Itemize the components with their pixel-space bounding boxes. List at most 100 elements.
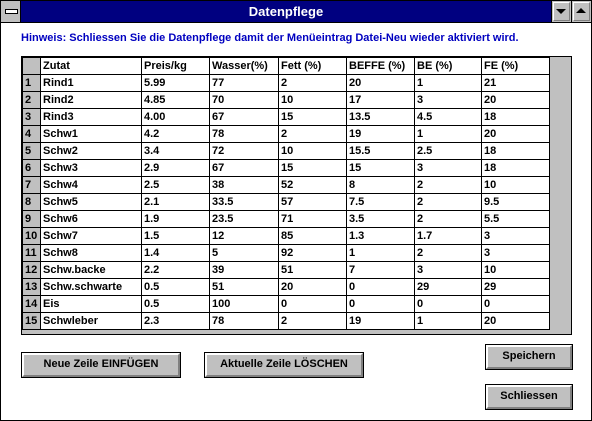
table-cell[interactable]: 72 [209, 142, 279, 160]
table-cell[interactable]: 1 [346, 244, 415, 262]
table-cell[interactable]: 20 [346, 74, 415, 92]
table-cell[interactable]: 23.5 [209, 210, 279, 228]
table-cell[interactable]: Rind2 [40, 91, 142, 109]
row-number[interactable]: 14 [22, 295, 41, 313]
table-cell[interactable]: 2.3 [141, 312, 210, 330]
table-cell[interactable]: 100 [209, 295, 279, 313]
row-number[interactable]: 4 [22, 125, 41, 143]
table-cell[interactable]: 3.4 [141, 142, 210, 160]
row-number[interactable]: 2 [22, 91, 41, 109]
table-cell[interactable]: Schw8 [40, 244, 142, 262]
table-cell[interactable]: 5.5 [481, 210, 550, 228]
table-cell[interactable]: 51 [278, 261, 347, 279]
table-cell[interactable]: Schw2 [40, 142, 142, 160]
table-cell[interactable]: Schw.schwarte [40, 278, 142, 296]
table-cell[interactable]: 85 [278, 227, 347, 245]
table-cell[interactable]: Eis [40, 295, 142, 313]
table-cell[interactable]: 0.5 [141, 295, 210, 313]
table-cell[interactable]: 18 [481, 159, 550, 177]
table-cell[interactable]: Schw1 [40, 125, 142, 143]
table-cell[interactable]: 92 [278, 244, 347, 262]
table-cell[interactable]: 21 [481, 74, 550, 92]
table-cell[interactable]: 70 [209, 91, 279, 109]
minimize-button[interactable] [551, 1, 571, 22]
table-cell[interactable]: 1.7 [414, 227, 482, 245]
table-cell[interactable]: 33.5 [209, 193, 279, 211]
table-row[interactable]: 10 Schw7 1.5 12 85 1.3 1.7 3 [22, 227, 550, 245]
table-cell[interactable]: 9.5 [481, 193, 550, 211]
system-menu-button[interactable] [1, 1, 21, 22]
table-cell[interactable]: 2 [414, 176, 482, 194]
table-cell[interactable]: 20 [481, 312, 550, 330]
table-cell[interactable]: 5 [209, 244, 279, 262]
table-cell[interactable]: 15 [278, 159, 347, 177]
table-cell[interactable]: 52 [278, 176, 347, 194]
table-cell[interactable]: 1 [414, 74, 482, 92]
delete-row-button[interactable]: Aktuelle Zeile LÖSCHEN [204, 352, 364, 378]
save-button[interactable]: Speichern [485, 344, 573, 370]
table-cell[interactable]: 1.9 [141, 210, 210, 228]
table-cell[interactable]: 38 [209, 176, 279, 194]
table-cell[interactable]: Rind1 [40, 74, 142, 92]
table-cell[interactable]: 29 [481, 278, 550, 296]
table-cell[interactable]: 4.00 [141, 108, 210, 126]
table-cell[interactable]: Schw.backe [40, 261, 142, 279]
table-cell[interactable]: 10 [481, 176, 550, 194]
table-cell[interactable]: 71 [278, 210, 347, 228]
table-cell[interactable]: 2 [414, 244, 482, 262]
table-cell[interactable]: 10 [481, 261, 550, 279]
column-header[interactable]: Wasser(%) [209, 57, 279, 75]
table-cell[interactable]: 12 [209, 227, 279, 245]
table-cell[interactable]: 20 [481, 125, 550, 143]
table-cell[interactable]: Schw6 [40, 210, 142, 228]
table-cell[interactable]: 10 [278, 91, 347, 109]
table-cell[interactable]: 0 [481, 295, 550, 313]
table-cell[interactable]: 7 [346, 261, 415, 279]
table-cell[interactable]: 13.5 [346, 108, 415, 126]
table-cell[interactable]: 2 [278, 74, 347, 92]
table-cell[interactable]: 2 [414, 210, 482, 228]
column-header[interactable]: Preis/kg [141, 57, 210, 75]
table-cell[interactable]: 2.5 [414, 142, 482, 160]
table-cell[interactable]: 4.85 [141, 91, 210, 109]
table-cell[interactable]: 20 [278, 278, 347, 296]
table-cell[interactable]: Schw3 [40, 159, 142, 177]
table-cell[interactable]: Schw4 [40, 176, 142, 194]
table-cell[interactable]: 17 [346, 91, 415, 109]
row-number[interactable]: 5 [22, 142, 41, 160]
table-row[interactable]: 7 Schw4 2.5 38 52 8 2 10 [22, 176, 550, 194]
table-cell[interactable]: 3 [414, 91, 482, 109]
table-cell[interactable]: 2.9 [141, 159, 210, 177]
table-cell[interactable]: Schwleber [40, 312, 142, 330]
table-cell[interactable]: 1.3 [346, 227, 415, 245]
table-row[interactable]: 3 Rind3 4.00 67 15 13.5 4.5 18 [22, 108, 550, 126]
row-number[interactable]: 7 [22, 176, 41, 194]
table-cell[interactable]: 20 [481, 91, 550, 109]
column-header[interactable]: FE (%) [481, 57, 550, 75]
insert-row-button[interactable]: Neue Zeile EINFÜGEN [21, 352, 181, 378]
column-header[interactable]: Fett (%) [278, 57, 347, 75]
row-number[interactable]: 8 [22, 193, 41, 211]
table-cell[interactable]: Schw7 [40, 227, 142, 245]
table-cell[interactable]: 67 [209, 159, 279, 177]
row-number[interactable]: 6 [22, 159, 41, 177]
row-number[interactable]: 9 [22, 210, 41, 228]
table-cell[interactable]: 4.2 [141, 125, 210, 143]
table-cell[interactable]: 19 [346, 312, 415, 330]
table-cell[interactable]: 4.5 [414, 108, 482, 126]
table-cell[interactable]: 18 [481, 142, 550, 160]
table-cell[interactable]: Rind3 [40, 108, 142, 126]
table-cell[interactable]: 0 [414, 295, 482, 313]
table-cell[interactable]: 3 [414, 261, 482, 279]
table-cell[interactable]: 57 [278, 193, 347, 211]
table-cell[interactable]: 0.5 [141, 278, 210, 296]
column-header[interactable]: BE (%) [414, 57, 482, 75]
table-cell[interactable]: 15 [278, 108, 347, 126]
table-row[interactable]: 8 Schw5 2.1 33.5 57 7.5 2 9.5 [22, 193, 550, 211]
column-header[interactable]: Zutat [40, 57, 142, 75]
table-cell[interactable]: 1.5 [141, 227, 210, 245]
table-cell[interactable]: Schw5 [40, 193, 142, 211]
table-row[interactable]: 5 Schw2 3.4 72 10 15.5 2.5 18 [22, 142, 550, 160]
table-row[interactable]: 14 Eis 0.5 100 0 0 0 0 [22, 295, 550, 313]
table-cell[interactable]: 77 [209, 74, 279, 92]
